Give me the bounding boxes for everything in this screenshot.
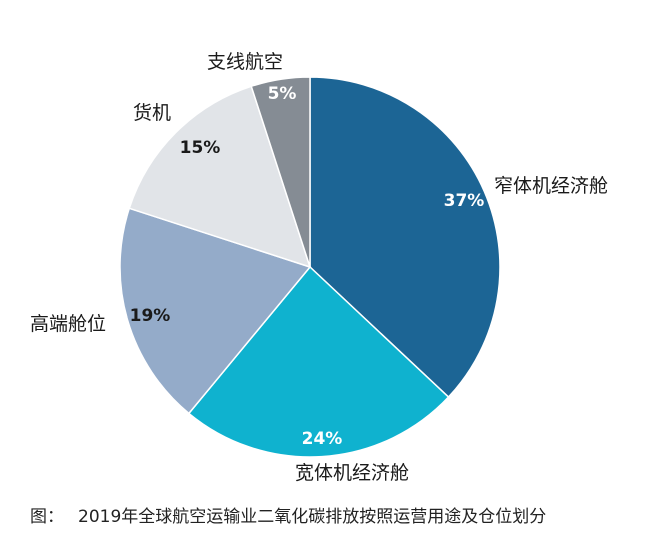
figure-caption: 图： 2019年全球航空运输业二氧化碳排放按照运营用途及仓位划分 (30, 502, 546, 527)
value-label: 37% (444, 191, 485, 211)
slice-widebody-economy (187, 265, 450, 458)
value-label: 24% (302, 429, 343, 449)
slice-regional (250, 76, 311, 268)
slice-premium (119, 207, 312, 415)
caption-text: 2019年全球航空运输业二氧化碳排放按照运营用途及仓位划分 (78, 507, 547, 527)
value-labels: 37% 24% 19% 15% 5% (130, 84, 485, 449)
category-label: 货机 (133, 102, 171, 124)
value-label: 5% (268, 84, 297, 104)
category-label: 支线航空 (207, 51, 283, 73)
value-label: 15% (180, 138, 221, 158)
category-label: 宽体机经济舱 (295, 462, 409, 484)
slice-freighter (128, 85, 312, 269)
category-label: 窄体机经济舱 (494, 175, 608, 197)
slice-narrowbody-economy (309, 76, 501, 399)
pie-slices (119, 76, 501, 458)
value-label: 19% (130, 306, 171, 326)
category-label: 高端舱位 (30, 313, 106, 335)
caption-prefix: 图： (30, 507, 64, 527)
